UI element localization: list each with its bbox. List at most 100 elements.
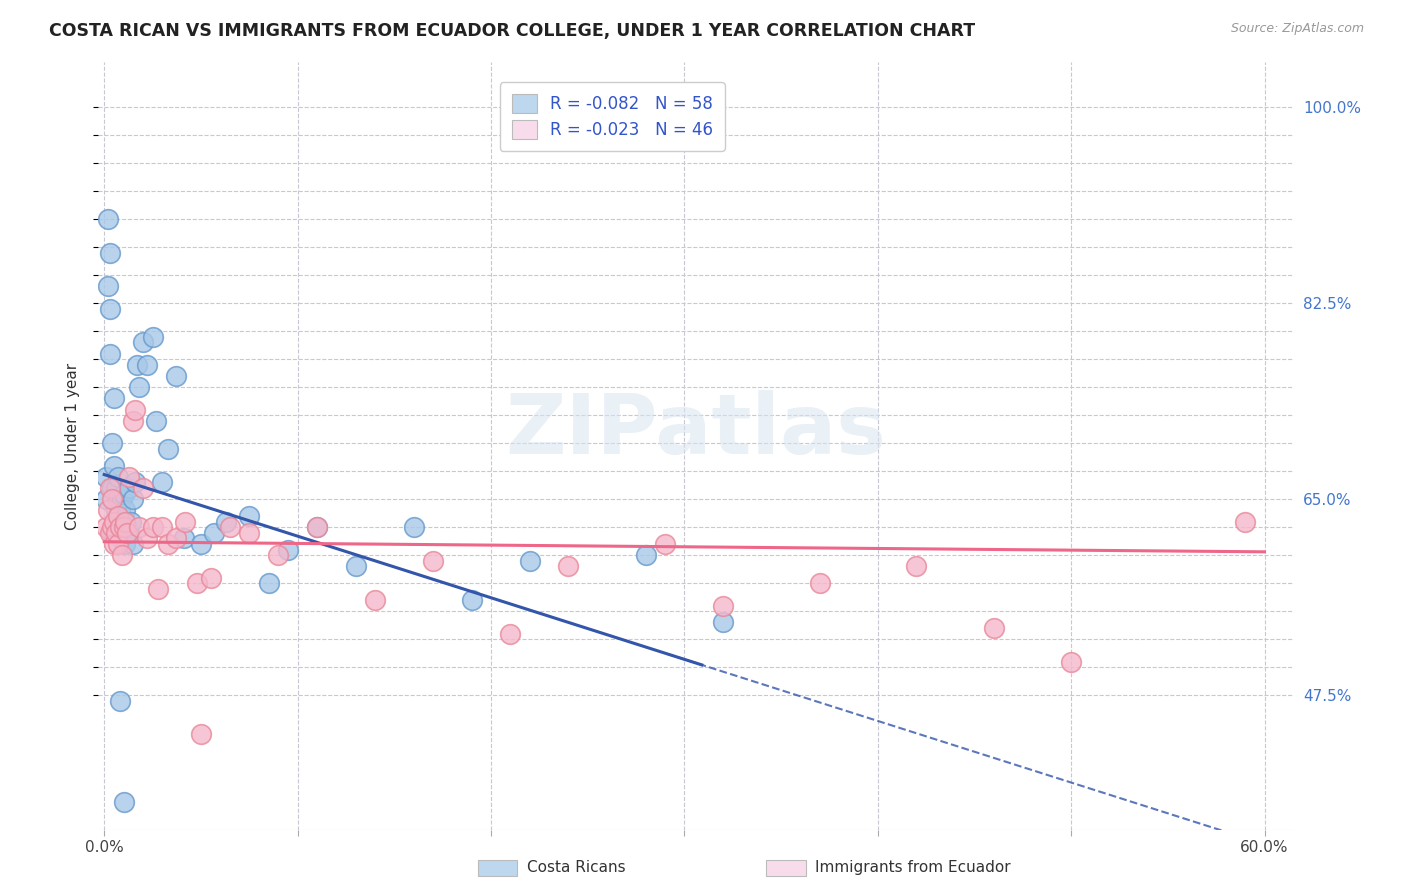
Point xyxy=(127,358,149,372)
Point xyxy=(124,402,146,417)
Point xyxy=(104,525,127,540)
Point xyxy=(114,515,136,529)
Point xyxy=(634,548,657,562)
Point xyxy=(219,520,242,534)
Point xyxy=(103,537,125,551)
Point xyxy=(122,414,145,428)
Point xyxy=(135,532,157,546)
Point xyxy=(983,621,1005,635)
Point xyxy=(654,537,676,551)
Point xyxy=(108,503,131,517)
Point xyxy=(238,508,260,523)
Point xyxy=(267,548,290,562)
Point xyxy=(122,537,145,551)
Point xyxy=(499,626,522,640)
Point xyxy=(173,532,195,546)
Text: COSTA RICAN VS IMMIGRANTS FROM ECUADOR COLLEGE, UNDER 1 YEAR CORRELATION CHART: COSTA RICAN VS IMMIGRANTS FROM ECUADOR C… xyxy=(49,22,976,40)
Point xyxy=(97,503,120,517)
Point xyxy=(305,520,328,534)
Point xyxy=(117,525,139,540)
Point xyxy=(1060,655,1083,669)
Point xyxy=(165,369,187,384)
Point xyxy=(96,470,118,484)
Point xyxy=(165,532,187,546)
Point xyxy=(190,727,212,741)
Point xyxy=(103,520,125,534)
Point xyxy=(98,346,121,360)
Legend: R = -0.082   N = 58, R = -0.023   N = 46: R = -0.082 N = 58, R = -0.023 N = 46 xyxy=(501,82,724,151)
Point xyxy=(142,330,165,344)
Point xyxy=(114,537,136,551)
Point xyxy=(112,520,135,534)
Point xyxy=(101,520,124,534)
Point xyxy=(150,520,173,534)
Point xyxy=(96,520,118,534)
Point xyxy=(103,458,125,473)
Point xyxy=(108,520,131,534)
Point xyxy=(711,599,734,613)
Point xyxy=(101,492,124,507)
Point xyxy=(128,380,150,394)
Point xyxy=(132,335,155,350)
Point xyxy=(112,795,135,809)
Point xyxy=(107,515,129,529)
Point xyxy=(108,532,131,546)
Point xyxy=(112,525,135,540)
Point xyxy=(103,392,125,406)
Point xyxy=(257,576,280,591)
Point xyxy=(174,515,197,529)
Text: Immigrants from Ecuador: Immigrants from Ecuador xyxy=(815,861,1011,875)
Point xyxy=(101,481,124,495)
Point xyxy=(132,481,155,495)
Point xyxy=(186,576,208,591)
Point xyxy=(190,537,212,551)
Point xyxy=(157,442,180,456)
Point xyxy=(111,520,134,534)
Point xyxy=(101,436,124,450)
Point xyxy=(107,470,129,484)
Point xyxy=(905,559,928,574)
Point xyxy=(103,515,125,529)
Point xyxy=(157,537,180,551)
Y-axis label: College, Under 1 year: College, Under 1 year xyxy=(65,362,80,530)
Point xyxy=(142,520,165,534)
Point xyxy=(104,481,127,495)
Point xyxy=(711,615,734,630)
Point xyxy=(150,475,173,490)
Point xyxy=(111,492,134,507)
Point xyxy=(120,515,142,529)
Point xyxy=(107,508,129,523)
Point xyxy=(98,481,121,495)
Text: ZIPatlas: ZIPatlas xyxy=(506,390,886,471)
Point xyxy=(112,486,135,500)
Point xyxy=(118,470,141,484)
Point xyxy=(118,525,141,540)
Point xyxy=(277,542,299,557)
Point xyxy=(96,492,118,507)
Point xyxy=(557,559,579,574)
Point xyxy=(107,492,129,507)
Point xyxy=(104,503,127,517)
Point xyxy=(124,475,146,490)
Point xyxy=(305,520,328,534)
Point xyxy=(204,525,226,540)
Point xyxy=(344,559,367,574)
Point xyxy=(148,582,170,596)
Point xyxy=(128,520,150,534)
Point xyxy=(97,279,120,293)
Text: Costa Ricans: Costa Ricans xyxy=(527,861,626,875)
Point xyxy=(519,554,541,568)
Point xyxy=(98,301,121,316)
Point xyxy=(422,554,444,568)
Point xyxy=(808,576,831,591)
Point xyxy=(460,593,482,607)
Point xyxy=(114,503,136,517)
Point xyxy=(111,548,134,562)
Point xyxy=(118,481,141,495)
Point xyxy=(145,414,167,428)
Point xyxy=(117,520,139,534)
Point xyxy=(200,571,222,585)
Point xyxy=(402,520,425,534)
Point xyxy=(364,593,387,607)
Point xyxy=(215,515,238,529)
